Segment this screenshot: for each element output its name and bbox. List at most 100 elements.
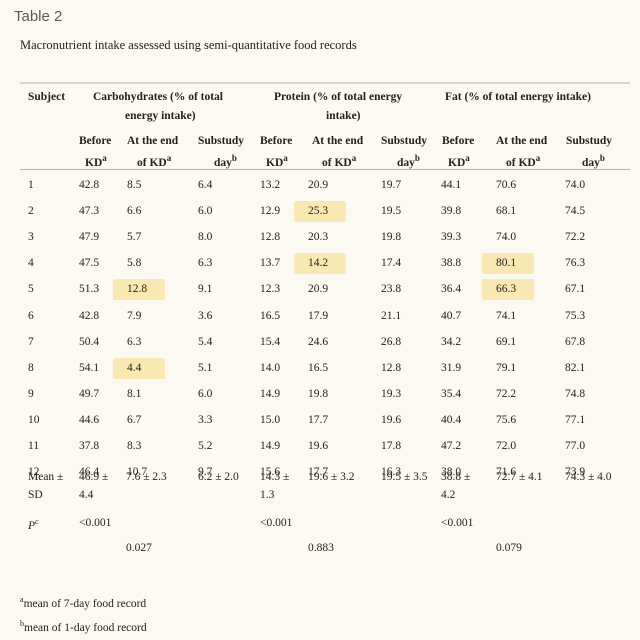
cell-protein-end: 17.7 [308,466,329,478]
cell-fat-substudy: 67.1 [565,283,586,295]
subheader-protein-before: Before [260,135,293,147]
subheader-carb-end-line2: of KDa [137,153,172,169]
cell-carb-substudy: 5.4 [198,336,213,348]
p-carb-before: <0.001 [79,517,112,529]
cell-protein-before: 12.8 [260,231,281,243]
cell-carb-end: 8.1 [127,388,142,400]
cell-protein-before: 15.6 [260,466,281,478]
cell-protein-before: 15.0 [260,414,281,426]
footnote-a: amean of 7-day food record [20,595,147,610]
cell-protein-substudy: 23.8 [381,283,402,295]
cell-carb-before: 47.5 [79,257,100,269]
p-carb-end: 0.027 [126,542,152,554]
cell-protein-substudy: 19.3 [381,388,402,400]
header-subject: Subject [28,91,66,103]
p-label: Pc [28,517,39,532]
cell-protein-end: 19.8 [308,388,329,400]
cell-carb-substudy: 5.1 [198,362,213,374]
cell-carb-before: 37.8 [79,440,100,452]
cell-protein-substudy: 19.8 [381,231,402,243]
cell-protein-before: 12.9 [260,205,281,217]
cell-carb-substudy: 3.3 [198,414,213,426]
cell-fat-before: 35.4 [441,388,462,400]
subheader-fat-end: At the end [496,135,548,147]
cell-fat-before: 36.4 [441,283,462,295]
cell-carb-end: 12.8 [113,279,165,300]
cell-protein-before: 14.9 [260,440,281,452]
cell-fat-substudy: 77.0 [565,440,586,452]
cell-protein-substudy: 19.5 [381,205,402,217]
cell-protein-substudy: 19.7 [381,179,402,191]
cell-protein-substudy: 12.8 [381,362,402,374]
cell-fat-before: 39.3 [441,231,462,243]
subheader-carb-substudy-line2: dayb [214,153,237,169]
mean-protein-before: 14.3 ± [260,471,290,483]
row-subject: 10 [28,414,40,426]
header-carbohydrates: Carbohydrates (% of total [93,91,223,103]
cell-carb-end: 8.3 [127,440,142,452]
cell-carb-before: 46.4 [79,466,100,478]
subheader-carb-substudy: Substudy [198,135,245,147]
mean-fat-before-sd: 4.2 [441,489,456,501]
cell-carb-end: 6.7 [127,414,142,426]
cell-protein-end: 14.2 [294,253,346,274]
cell-carb-end: 6.3 [127,336,142,348]
cell-protein-substudy: 26.8 [381,336,402,348]
row-subject: 7 [28,336,34,348]
cell-protein-before: 15.4 [260,336,281,348]
cell-fat-substudy: 74.5 [565,205,586,217]
subheader-carb-before-line2: KDa [85,153,107,169]
mean-fat-end: 72.7 ± 4.1 [496,471,543,483]
cell-carb-before: 51.3 [79,283,100,295]
header-protein: Protein (% of total energy [274,91,403,103]
cell-protein-end: 16.5 [308,362,329,374]
mean-label-sd: SD [28,489,43,501]
cell-protein-end: 17.9 [308,310,329,322]
cell-carb-substudy: 6.0 [198,388,213,400]
cell-carb-substudy: 6.4 [198,179,213,191]
row-subject: 5 [28,283,34,295]
cell-fat-before: 47.2 [441,440,462,452]
cell-carb-substudy: 5.2 [198,440,213,452]
cell-protein-end: 17.7 [308,414,329,426]
cell-carb-substudy: 9.1 [198,283,213,295]
mean-carb-before: 46.9 ± [79,471,109,483]
subheader-fat-substudy: Substudy [566,135,613,147]
p-fat-end: 0.079 [496,542,522,554]
subheader-carb-before: Before [79,135,112,147]
row-subject: 4 [28,257,34,269]
cell-carb-end: 6.6 [127,205,142,217]
cell-carb-end: 5.7 [127,231,142,243]
mean-fat-before: 38.8 ± [441,471,471,483]
row-subject: 2 [28,205,34,217]
cell-protein-substudy: 17.8 [381,440,402,452]
cell-fat-end: 71.6 [496,466,517,478]
cell-fat-substudy: 82.1 [565,362,586,374]
cell-fat-end: 72.2 [496,388,517,400]
header-fat: Fat (% of total energy intake) [445,91,591,103]
row-subject: 11 [28,440,40,452]
cell-fat-end: 70.6 [496,179,517,191]
cell-fat-end: 72.0 [496,440,517,452]
cell-protein-end: 25.3 [294,201,346,222]
cell-protein-before: 13.7 [260,257,281,269]
cell-protein-end: 20.3 [308,231,329,243]
mean-protein-end: 19.6 ± 3.2 [308,471,355,483]
cell-fat-substudy: 74.0 [565,179,586,191]
mean-protein-before-sd: 1.3 [260,489,275,501]
row-subject: 12 [28,466,40,478]
subheader-fat-before: Before [442,135,475,147]
mean-protein-substudy: 19.5 ± 3.5 [381,471,428,483]
mean-fat-substudy: 74.3 ± 4.0 [565,471,612,483]
subheader-protein-substudy-line2: dayb [397,153,420,169]
cell-protein-substudy: 21.1 [381,310,402,322]
cell-fat-before: 31.9 [441,362,462,374]
table-top-rule [20,82,630,84]
cell-fat-end: 74.1 [496,310,517,322]
subheader-fat-substudy-line2: dayb [582,153,605,169]
cell-fat-before: 40.4 [441,414,462,426]
cell-fat-substudy: 76.3 [565,257,586,269]
row-subject: 8 [28,362,34,374]
cell-fat-before: 39.8 [441,205,462,217]
row-subject: 3 [28,231,34,243]
